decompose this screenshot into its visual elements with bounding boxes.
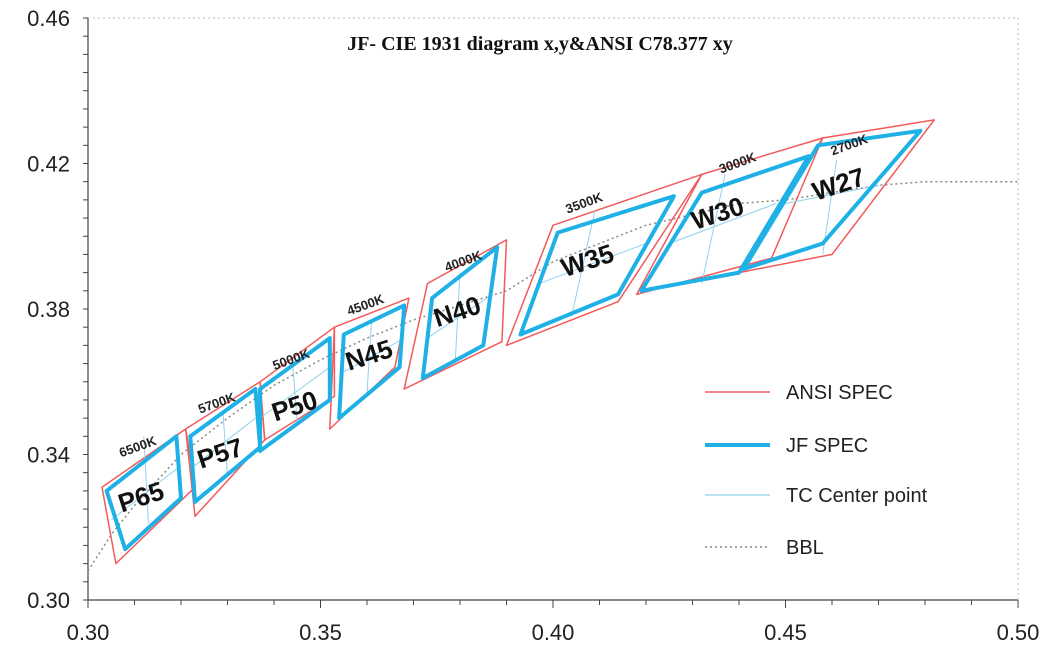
- y-tick-label: 0.34: [27, 443, 70, 468]
- y-tick-label: 0.42: [27, 152, 70, 177]
- x-tick-label: 0.50: [997, 620, 1040, 645]
- tc-center-n45: [338, 319, 405, 393]
- tc-center-w30: [669, 174, 777, 284]
- right-axis: [88, 17, 1019, 600]
- x-tick-label: 0.35: [299, 620, 342, 645]
- cct-label-n40: 4000K: [443, 247, 485, 274]
- y-tick-labels: 0.30 0.34 0.38 0.42 0.46: [27, 6, 70, 613]
- x-tick-label: 0.40: [532, 620, 575, 645]
- bin-label-p65: P65: [114, 475, 167, 518]
- tc-center-n40: [427, 272, 493, 360]
- tc-line: [538, 243, 647, 285]
- tc-line: [701, 174, 726, 284]
- chart-title: JF- CIE 1931 diagram x,y&ANSI C78.377 xy: [347, 33, 733, 55]
- jf-quad-n40: [420, 245, 500, 381]
- x-tick-label: 0.45: [764, 620, 807, 645]
- jf-spec-layer: [104, 128, 923, 552]
- cct-label-w30: 3000K: [717, 149, 759, 176]
- ansi-quad-w35: [505, 173, 703, 347]
- bin-label-n45: N45: [342, 333, 397, 376]
- x-tick-label: 0.30: [67, 620, 110, 645]
- ansi-quad-n40: [403, 239, 508, 390]
- legend-label-ansi: ANSI SPEC: [786, 382, 893, 404]
- tc-line: [454, 272, 461, 360]
- tc-line: [427, 294, 493, 339]
- tc-line: [110, 465, 182, 521]
- tc-center-p57: [189, 410, 256, 477]
- tc-center-w35: [538, 210, 647, 317]
- tc-line: [571, 210, 596, 317]
- tc-line: [189, 417, 256, 470]
- y-tick-label: 0.46: [27, 6, 70, 31]
- tc-center-p50: [259, 363, 331, 422]
- axis-ticks: [83, 17, 1019, 608]
- bin-label-p50: P50: [268, 385, 321, 428]
- ansi-spec-layer: [101, 119, 936, 565]
- tc-line: [222, 410, 228, 477]
- cct-label-p50: 5000K: [270, 346, 312, 373]
- tc-center-p65: [110, 436, 182, 524]
- legend: ANSI SPEC JF SPEC TC Center point BBL: [705, 382, 928, 559]
- tc-line: [143, 436, 149, 524]
- jf-quad-p50: [258, 336, 332, 453]
- tc-line: [669, 203, 777, 244]
- jf-quad-n45: [337, 303, 407, 421]
- jf-quad-w30: [639, 154, 811, 293]
- legend-label-jf: JF SPEC: [786, 435, 868, 457]
- jf-quad-w35: [518, 194, 676, 337]
- bin-label-w35: W35: [557, 238, 617, 283]
- ansi-quad-p50: [259, 326, 336, 441]
- cct-label-w27: 2700K: [828, 131, 870, 158]
- legend-label-tc: TC Center point: [786, 485, 928, 507]
- legend-label-bbl: BBL: [786, 537, 824, 559]
- jf-quad-p65: [104, 434, 183, 552]
- y-tick-label: 0.38: [27, 297, 70, 322]
- tc-line: [338, 337, 405, 375]
- tc-line: [366, 319, 373, 393]
- cct-label-p57: 5700K: [196, 389, 238, 416]
- cct-label-w35: 3500K: [563, 189, 605, 216]
- x-tick-labels: 0.30 0.35 0.40 0.45 0.50: [67, 620, 1040, 645]
- tc-center-layer: [110, 159, 879, 524]
- y-tick-label: 0.30: [27, 588, 70, 613]
- tc-line: [292, 363, 298, 422]
- jf-quad-w27: [741, 128, 923, 271]
- bin-label-n40: N40: [430, 290, 485, 333]
